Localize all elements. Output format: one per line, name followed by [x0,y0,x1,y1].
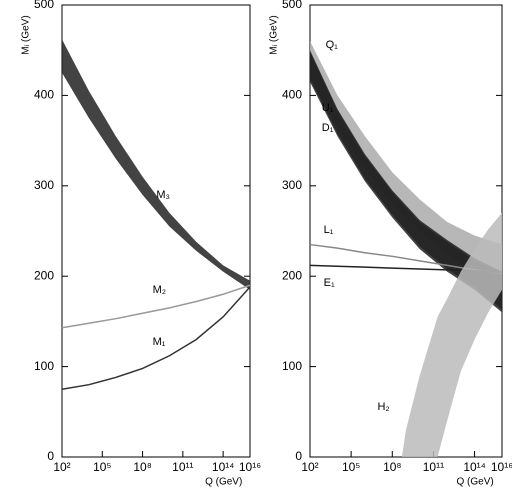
series-label: M₃ [156,189,170,201]
y-tick-label: 100 [34,359,54,373]
y-axis-label: Mᵢ (GeV) [21,15,32,54]
band [401,212,502,457]
series-label: M₁ [153,336,166,348]
x-tick-label: 10¹¹ [423,460,444,474]
x-axis-label: Q (GeV) [205,477,242,488]
x-tick-label: 10¹¹ [172,460,193,474]
series-label: H₂ [377,401,389,413]
y-tick-label: 300 [282,178,302,192]
line [61,284,251,329]
plot-frame [61,4,251,458]
series-label: Q₁ [326,39,339,51]
x-tick-label: 10² [53,460,70,474]
x-tick-label: 10² [301,460,318,474]
y-tick-label: 0 [47,449,54,463]
series-label: D₁ [322,122,334,134]
x-tick-label: 10⁸ [383,460,401,474]
series-label: U₁ [322,102,334,114]
x-axis-label: Q (GeV) [457,477,494,488]
y-tick-label: 200 [34,268,54,282]
y-tick-label: 200 [282,268,302,282]
y-axis-label: Mᵢ (GeV) [269,15,280,54]
x-tick-label: 10¹⁶ [491,460,512,474]
x-tick-label: 10⁵ [342,460,360,474]
y-tick-label: 0 [295,449,302,463]
band [62,39,250,290]
series-label: L₁ [324,224,334,236]
series-label: E₁ [324,277,335,289]
y-tick-label: 500 [34,0,54,11]
y-tick-label: 300 [34,178,54,192]
x-tick-label: 10¹⁶ [239,460,261,474]
y-tick-label: 400 [34,88,54,102]
line [61,286,251,390]
x-tick-label: 10¹⁴ [212,460,235,474]
y-tick-label: 400 [282,88,302,102]
x-tick-label: 10⁸ [133,460,151,474]
x-tick-label: 10¹⁴ [463,460,486,474]
y-tick-label: 100 [282,359,302,373]
series-label: M₂ [153,284,166,296]
x-tick-label: 10⁵ [93,460,111,474]
y-tick-label: 500 [282,0,302,11]
